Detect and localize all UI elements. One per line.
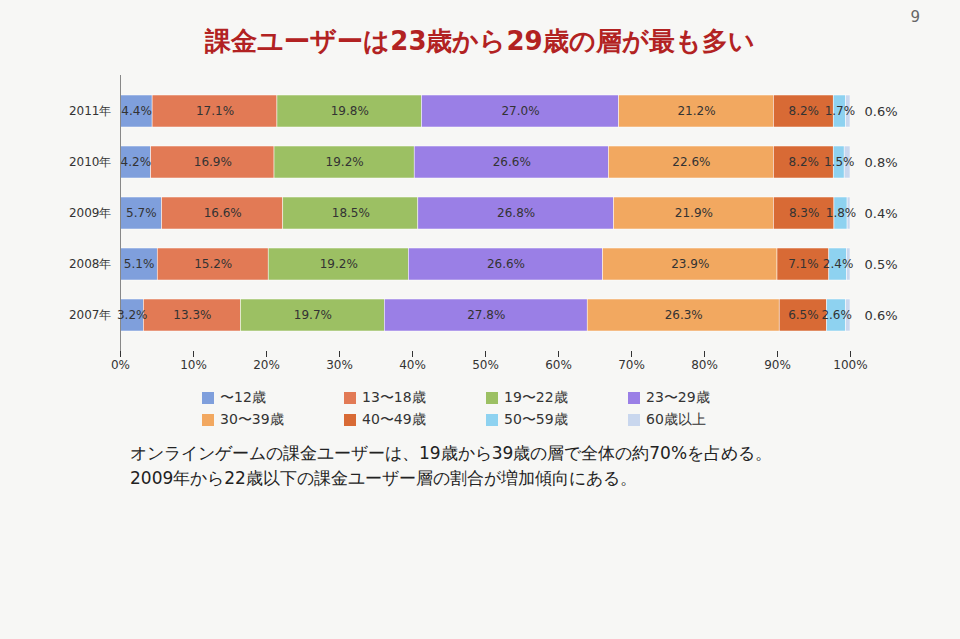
svg-text:19.2%: 19.2% bbox=[320, 257, 358, 271]
svg-text:5.1%: 5.1% bbox=[124, 257, 154, 271]
svg-text:90%: 90% bbox=[764, 358, 791, 372]
html-text:課金ユーザーは23歳から29歳の層が最も多い: 課金ユーザーは23歳から29歳の層が最も多い bbox=[205, 26, 755, 56]
svg-text:16.9%: 16.9% bbox=[194, 155, 232, 169]
svg-text:2009年: 2009年 bbox=[69, 206, 112, 220]
svg-text:7.1%: 7.1% bbox=[788, 257, 819, 271]
svg-text:26.6%: 26.6% bbox=[487, 257, 525, 271]
svg-text:0.6%: 0.6% bbox=[865, 104, 898, 119]
html-text:13〜18歳: 13〜18歳 bbox=[362, 389, 426, 405]
svg-text:2011年: 2011年 bbox=[69, 104, 112, 118]
html-text:60歳以上: 60歳以上 bbox=[646, 411, 706, 427]
svg-text:19.2%: 19.2% bbox=[326, 155, 364, 169]
svg-text:21.9%: 21.9% bbox=[675, 206, 713, 220]
svg-text:20%: 20% bbox=[253, 358, 280, 372]
svg-text:26.6%: 26.6% bbox=[493, 155, 531, 169]
svg-text:0.6%: 0.6% bbox=[865, 308, 898, 323]
svg-text:4.2%: 4.2% bbox=[121, 155, 152, 169]
svg-text:17.1%: 17.1% bbox=[196, 104, 234, 118]
svg-text:2.4%: 2.4% bbox=[823, 257, 854, 271]
svg-text:26.3%: 26.3% bbox=[665, 308, 703, 322]
svg-text:2008年: 2008年 bbox=[69, 257, 112, 271]
svg-text:18.5%: 18.5% bbox=[332, 206, 370, 220]
svg-text:40%: 40% bbox=[399, 358, 426, 372]
svg-text:0.5%: 0.5% bbox=[865, 257, 898, 272]
svg-text:0%: 0% bbox=[111, 358, 130, 372]
svg-text:1.7%: 1.7% bbox=[825, 104, 856, 118]
svg-text:15.2%: 15.2% bbox=[194, 257, 232, 271]
svg-text:2.6%: 2.6% bbox=[821, 308, 852, 322]
html-text:〜12歳: 〜12歳 bbox=[220, 389, 266, 405]
svg-text:2007年: 2007年 bbox=[69, 308, 112, 322]
svg-text:80%: 80% bbox=[691, 358, 718, 372]
html-text:50〜59歳: 50〜59歳 bbox=[504, 411, 568, 427]
svg-text:8.2%: 8.2% bbox=[789, 155, 820, 169]
svg-text:1.8%: 1.8% bbox=[826, 206, 857, 220]
svg-text:8.3%: 8.3% bbox=[789, 206, 820, 220]
svg-text:4.4%: 4.4% bbox=[121, 104, 152, 118]
html-text:23〜29歳: 23〜29歳 bbox=[646, 389, 710, 405]
svg-text:6.5%: 6.5% bbox=[788, 308, 819, 322]
html-text:オンラインゲームの課金ユーザーは、19歳から39歳の層で全体: オンラインゲームの課金ユーザーは、19歳から39歳の層で全体の約70%を占める。 bbox=[130, 443, 773, 463]
svg-text:2010年: 2010年 bbox=[69, 155, 112, 169]
svg-text:16.6%: 16.6% bbox=[204, 206, 242, 220]
svg-text:13.3%: 13.3% bbox=[173, 308, 211, 322]
svg-text:26.8%: 26.8% bbox=[497, 206, 535, 220]
svg-text:0.8%: 0.8% bbox=[865, 155, 898, 170]
svg-text:8.2%: 8.2% bbox=[789, 104, 820, 118]
svg-text:19.7%: 19.7% bbox=[294, 308, 332, 322]
html-text:19〜22歳: 19〜22歳 bbox=[504, 389, 568, 405]
svg-text:27.8%: 27.8% bbox=[467, 308, 505, 322]
svg-text:0.4%: 0.4% bbox=[865, 206, 898, 221]
svg-text:10%: 10% bbox=[180, 358, 207, 372]
svg-text:27.0%: 27.0% bbox=[501, 104, 539, 118]
svg-text:19.8%: 19.8% bbox=[331, 104, 369, 118]
svg-text:3.2%: 3.2% bbox=[117, 308, 147, 322]
html-text:2009年から22歳以下の課金ユーザー層の割合が増加傾向にあ: 2009年から22歳以下の課金ユーザー層の割合が増加傾向にある。 bbox=[130, 467, 637, 488]
svg-text:100%: 100% bbox=[833, 358, 867, 372]
svg-text:70%: 70% bbox=[618, 358, 645, 372]
svg-text:30%: 30% bbox=[326, 358, 353, 372]
svg-text:60%: 60% bbox=[545, 358, 572, 372]
html-text:9: 9 bbox=[910, 8, 920, 26]
svg-text:50%: 50% bbox=[472, 358, 499, 372]
svg-text:21.2%: 21.2% bbox=[677, 104, 715, 118]
html-text:40〜49歳: 40〜49歳 bbox=[362, 411, 426, 427]
html-text:30〜39歳: 30〜39歳 bbox=[220, 411, 284, 427]
svg-text:1.5%: 1.5% bbox=[824, 155, 855, 169]
svg-text:22.6%: 22.6% bbox=[672, 155, 710, 169]
svg-text:5.7%: 5.7% bbox=[126, 206, 156, 220]
svg-text:23.9%: 23.9% bbox=[671, 257, 709, 271]
